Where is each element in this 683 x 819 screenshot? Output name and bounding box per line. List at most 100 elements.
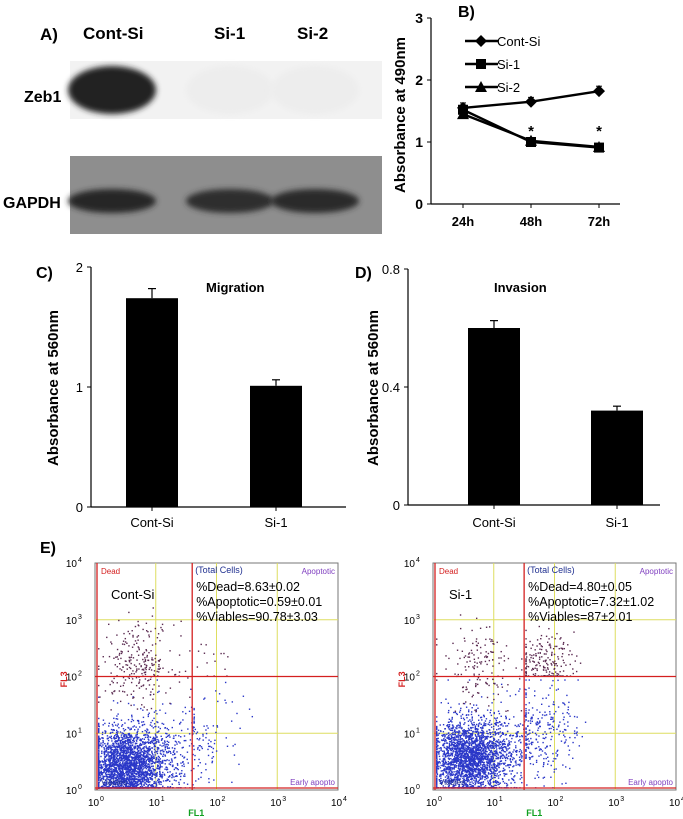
flow-event-dead [110, 672, 112, 674]
flow-event-viable [444, 761, 447, 764]
flow-event-viable [476, 746, 478, 748]
flow-event-viable [460, 753, 462, 755]
flow-event-viable [504, 782, 506, 784]
flow-event-viable [116, 751, 119, 754]
flow-event-viable [131, 765, 134, 767]
flow-event-viable [152, 736, 155, 739]
flow-event-viable [508, 751, 511, 753]
flow-event-viable [470, 753, 472, 755]
flow-event-dead [138, 668, 140, 670]
flow-event-viable [106, 778, 108, 780]
flow-event-viable [116, 764, 118, 767]
flow-event-viable [477, 734, 479, 736]
flow-event-viable [463, 731, 466, 733]
flow-event-viable [126, 771, 128, 773]
flow-event-viable [165, 732, 167, 735]
flow-event-viable [458, 733, 460, 735]
flow-event-viable [490, 759, 492, 761]
flow-event-viable [127, 702, 130, 705]
flow-event-viable [167, 786, 169, 788]
flow-event-viable [126, 776, 128, 778]
flow-event-viable [484, 757, 486, 759]
flow-event-viable [450, 763, 452, 765]
flow-event-viable [107, 776, 109, 778]
flow-event-viable [467, 714, 470, 716]
flow-event-viable [173, 752, 176, 755]
flow-event-viable [98, 770, 100, 772]
flow-event-viable [117, 758, 119, 761]
flow-y-tick-label: 10 [66, 673, 78, 684]
flow-event-viable [157, 755, 160, 758]
flow-event-viable [205, 729, 207, 731]
flow-event-viable [477, 732, 480, 735]
flow-y-tick-label: 10 [66, 786, 78, 797]
flow-event-viable [114, 768, 116, 770]
flow-event-viable [479, 731, 481, 734]
flow-event-viable [160, 739, 163, 741]
flow-event-viable [137, 758, 139, 761]
flow-event-viable [128, 741, 130, 744]
flow-event-viable [449, 741, 451, 743]
flow-event-viable [458, 740, 460, 742]
flow-event-apoptotic [206, 662, 208, 664]
flow-event-viable [128, 766, 130, 769]
flow-event-viable [125, 735, 128, 738]
panel-c-bar-chart: C) Migration Absorbance at 560nm 012Cont… [36, 260, 346, 530]
flow-event-dead [123, 632, 125, 635]
flow-event-viable [135, 764, 138, 767]
flow-event-viable [113, 757, 115, 759]
flow-event-viable [102, 744, 104, 746]
flow-event-viable [160, 774, 162, 777]
flow-event-viable [470, 720, 472, 723]
flow-event-viable [169, 761, 172, 764]
flow-event-viable [155, 785, 158, 787]
flow-event-viable [165, 736, 167, 739]
flow-stat-line: %Apoptotic=0.59±0.01 [196, 595, 322, 609]
flow-event-viable [114, 764, 117, 766]
flow-event-viable [137, 719, 140, 722]
flow-event-viable [116, 725, 119, 727]
flow-event-viable [123, 780, 125, 782]
flow-event-dead [143, 671, 146, 674]
flow-event-viable [456, 758, 458, 761]
flow-event-viable [467, 757, 469, 760]
flow-event-viable [436, 752, 438, 754]
flow-event-viable [124, 757, 126, 760]
flow-event-viable [447, 763, 450, 766]
flow-event-viable [465, 764, 467, 766]
flow-event-viable [499, 770, 501, 773]
b-y-tick-label: 3 [415, 10, 423, 26]
flow-event-viable [437, 761, 439, 763]
lane-label-cont-si: Cont-Si [83, 24, 143, 43]
flow-event-viable [453, 771, 455, 773]
flow-event-viable [133, 729, 136, 731]
flow-event-viable [438, 750, 440, 753]
flow-event-viable [174, 747, 176, 750]
flow-event-dead [145, 666, 148, 669]
flow-event-viable [203, 725, 205, 727]
flow-event-viable [157, 738, 159, 741]
flow-event-viable [132, 756, 134, 759]
flow-event-viable [158, 760, 160, 762]
flow-event-viable [487, 760, 490, 762]
flow-event-viable [190, 688, 192, 691]
flow-event-viable [117, 739, 119, 742]
flow-event-viable [475, 723, 478, 726]
flow-event-dead [124, 641, 127, 643]
flow-event-viable [142, 716, 145, 719]
flow-event-dead [123, 691, 126, 693]
flow-event-viable [465, 740, 468, 742]
flow-event-viable [448, 738, 450, 741]
flow-event-viable [137, 745, 139, 747]
flow-event-viable [463, 723, 465, 726]
flow-event-viable [470, 786, 473, 788]
flow-event-viable [139, 746, 141, 749]
flow-event-dead [142, 684, 145, 686]
flow-event-viable [119, 747, 121, 749]
flow-event-viable [212, 756, 215, 758]
flow-event-dead [142, 640, 145, 642]
flow-event-viable [115, 779, 118, 782]
flow-event-viable [135, 755, 138, 757]
flow-event-viable [137, 720, 140, 723]
flow-event-viable [121, 757, 123, 760]
